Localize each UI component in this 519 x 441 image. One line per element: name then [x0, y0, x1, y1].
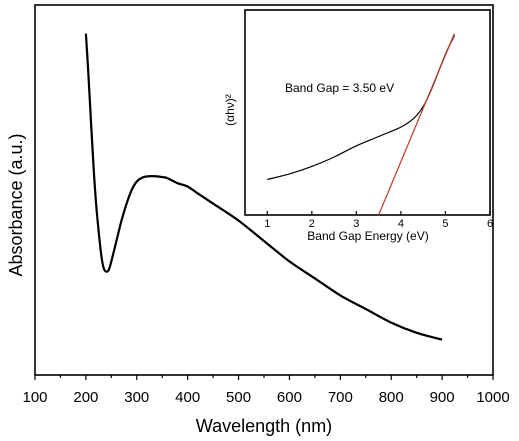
main-x-tick-label: 300	[124, 389, 149, 406]
main-x-axis-ticks	[34, 375, 494, 380]
inset-plot: 1 2 3 4 5 6 Band Gap = 3.50 eV Band Gap Energ…	[223, 9, 493, 243]
inset-x-tick-label: 2	[309, 218, 315, 230]
inset-x-axis-tick-labels: 1 2 3 4 5 6	[264, 218, 493, 230]
main-x-tick-label: 500	[226, 389, 251, 406]
main-x-tick-label: 700	[328, 389, 353, 406]
inset-linear-fit-line	[378, 33, 455, 216]
main-x-axis-tick-labels: 100 200 300 400 500 600 700 800 900 1000	[22, 389, 509, 406]
main-x-tick-label: 800	[379, 389, 404, 406]
main-x-tick-label: 900	[430, 389, 455, 406]
main-x-tick-label: 200	[73, 389, 98, 406]
inset-x-axis-title: Band Gap Energy (eV)	[307, 229, 428, 243]
absorbance-series-line	[84, 33, 443, 341]
main-x-tick-label: 100	[22, 389, 47, 406]
inset-x-tick-label: 4	[398, 218, 404, 230]
main-plot: 100 200 300 400 500 600 700 800 900 1000 Waveleng…	[6, 4, 510, 436]
inset-plot-frame	[244, 9, 491, 216]
inset-x-tick-label: 3	[353, 218, 359, 230]
main-x-tick-label: 600	[277, 389, 302, 406]
main-x-tick-label: 1000	[476, 389, 509, 406]
inset-x-tick-label: 6	[487, 218, 493, 230]
inset-x-tick-label: 1	[264, 218, 270, 230]
inset-x-axis-ticks	[266, 211, 491, 215]
main-x-axis-title: Wavelength (nm)	[196, 416, 332, 436]
main-y-axis-title: Absorbance (a.u.)	[6, 133, 26, 276]
inset-y-axis-title: (αhν)²	[223, 94, 237, 126]
inset-x-tick-label: 5	[442, 218, 448, 230]
band-gap-annotation: Band Gap = 3.50 eV	[285, 81, 394, 95]
main-x-tick-label: 400	[175, 389, 200, 406]
